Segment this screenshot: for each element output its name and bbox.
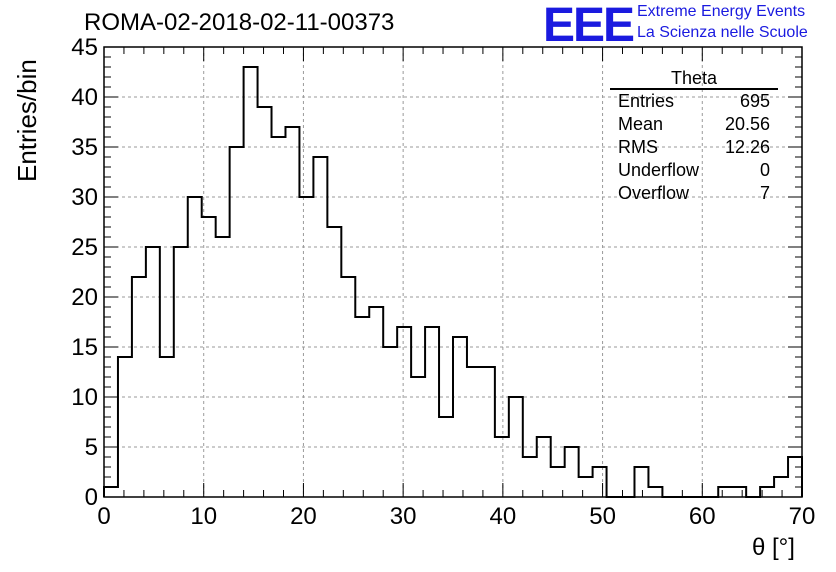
histogram-bin <box>397 327 411 497</box>
y-tick-label: 35 <box>71 134 98 161</box>
histogram-bin <box>774 477 788 497</box>
stats-label: Mean <box>618 114 664 134</box>
histogram-bin <box>411 377 425 497</box>
histogram-bin <box>551 467 565 497</box>
stats-row-mean: Mean 20.56 <box>610 113 778 136</box>
stats-row-overflow: Overflow 7 <box>610 182 778 205</box>
chart-title: ROMA-02-2018-02-11-00373 <box>84 9 395 36</box>
y-tick-label: 20 <box>71 284 98 311</box>
x-tick-label: 40 <box>490 503 517 530</box>
histogram-bin <box>495 437 509 497</box>
stats-value: 20.56 <box>724 114 770 134</box>
histogram-bin <box>467 367 481 497</box>
histogram-bin <box>453 337 467 497</box>
histogram-bin <box>285 127 299 497</box>
x-tick-label: 60 <box>689 503 716 530</box>
x-tick-label: 30 <box>390 503 417 530</box>
eee-logo: EEE <box>543 0 635 52</box>
y-tick-label: 30 <box>71 184 98 211</box>
x-tick-label: 50 <box>589 503 616 530</box>
histogram-bin <box>355 317 369 497</box>
y-tick-label: 0 <box>85 484 98 511</box>
stats-box: Theta Entries 695 Mean 20.56 RMS 12.26 U… <box>610 68 778 205</box>
y-axis-title: Entries/bin <box>12 59 42 182</box>
histogram-bin <box>230 147 244 497</box>
histogram-bin <box>188 197 202 497</box>
stats-label: RMS <box>618 137 658 157</box>
stats-value: 12.26 <box>724 137 770 157</box>
stats-label: Overflow <box>618 183 690 203</box>
histogram-bin <box>258 107 272 497</box>
x-tick-label: 0 <box>97 503 110 530</box>
histogram-bin <box>383 347 397 497</box>
histogram-bin <box>118 357 132 497</box>
x-tick-label: 20 <box>290 503 317 530</box>
histogram-bin <box>718 487 732 497</box>
stats-value: 0 <box>759 160 770 180</box>
x-tick-label: 10 <box>190 503 217 530</box>
y-tick-label: 15 <box>71 334 98 361</box>
y-tick-label: 10 <box>71 384 98 411</box>
histogram-bin <box>327 227 341 497</box>
histogram-bin <box>244 67 258 497</box>
histogram-bin <box>160 357 174 497</box>
histogram-bin <box>272 137 286 497</box>
stats-value: 695 <box>739 91 770 111</box>
histogram-bin <box>634 467 648 497</box>
histogram-bin <box>202 217 216 497</box>
histogram-bin <box>146 247 160 497</box>
stats-label: Entries <box>618 91 675 111</box>
histogram-bin <box>174 247 188 497</box>
y-tick-label: 5 <box>85 434 98 461</box>
stats-value: 7 <box>759 183 770 203</box>
histogram-bin <box>481 367 495 497</box>
histogram-bin <box>104 487 118 497</box>
histogram-bin <box>788 457 802 497</box>
stats-label: Underflow <box>618 160 700 180</box>
histogram-bin <box>341 277 355 497</box>
stats-row-underflow: Underflow 0 <box>610 159 778 182</box>
histogram-bin <box>579 477 593 497</box>
y-tick-label: 25 <box>71 234 98 261</box>
logo-line-1: Extreme Energy Events <box>637 3 806 20</box>
histogram-bin <box>313 157 327 497</box>
histogram-bin <box>537 437 551 497</box>
histogram-bin <box>593 467 607 497</box>
histogram-bin <box>439 417 453 497</box>
x-tick-label: 70 <box>789 503 816 530</box>
histogram-bin <box>425 327 439 497</box>
histogram-bin <box>369 307 383 497</box>
histogram-bin <box>299 197 313 497</box>
histogram-bin <box>760 487 774 497</box>
logo-line-2: La Scienza nelle Scuole <box>637 24 808 41</box>
histogram-bin <box>216 237 230 497</box>
histogram-bin <box>132 277 146 497</box>
histogram-bin <box>732 487 746 497</box>
y-tick-label: 45 <box>71 34 98 61</box>
histogram-bin <box>648 487 662 497</box>
x-axis-title: θ [°] <box>752 534 795 561</box>
plot-frame <box>103 46 803 498</box>
stats-row-entries: Entries 695 <box>610 90 778 113</box>
histogram-bin <box>509 397 523 497</box>
histogram-bin <box>565 447 579 497</box>
stats-title: Theta <box>610 68 778 90</box>
stats-row-rms: RMS 12.26 <box>610 136 778 159</box>
y-tick-label: 40 <box>71 84 98 111</box>
histogram-bin <box>523 457 537 497</box>
